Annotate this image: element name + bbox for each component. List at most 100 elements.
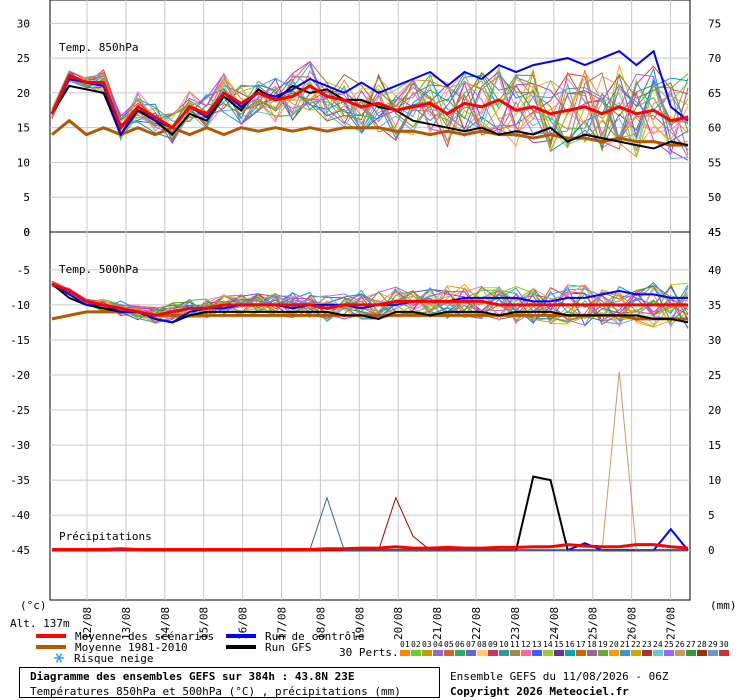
- perturbation-number: 21: [620, 640, 630, 649]
- legend-label: Run GFS: [265, 641, 311, 654]
- tick-right-500: 20: [708, 404, 721, 417]
- perturbation-number: 26: [675, 640, 685, 649]
- perturbation-swatch: [598, 650, 608, 656]
- perturbation-swatch: [400, 650, 410, 656]
- perturbation-number: 11: [510, 640, 520, 649]
- tick-left-500: -15: [10, 334, 30, 347]
- perturbation-swatch: [642, 650, 652, 656]
- perturbation-swatch: [631, 650, 641, 656]
- perturbation-number: 09: [488, 640, 498, 649]
- tick-left-850: 15: [17, 122, 30, 135]
- perturbation-swatch: [653, 650, 663, 656]
- perturbation-swatch: [477, 650, 487, 656]
- perturbation-swatch: [488, 650, 498, 656]
- tick-right-850: 55: [708, 156, 721, 169]
- perturbation-number: 16: [565, 640, 575, 649]
- tick-left-500: -20: [10, 369, 30, 382]
- perturbation-number: 19: [598, 640, 608, 649]
- perturbation-swatch: [444, 650, 454, 656]
- x-date-label: 23/08: [509, 607, 522, 640]
- tick-right-850: 60: [708, 122, 721, 135]
- tick-left-500: -10: [10, 299, 30, 312]
- ensemble-member-500: [51, 285, 689, 327]
- perturbation-number: 23: [642, 640, 652, 649]
- perts-label: 30 Perts.: [339, 646, 399, 659]
- tick-left-850: 0: [23, 226, 30, 239]
- perturbation-number: 01: [400, 640, 410, 649]
- legend-snow: Risque neige: [74, 652, 153, 665]
- perturbation-number: 02: [411, 640, 421, 649]
- series-control-850: [51, 49, 689, 137]
- perturbation-swatch: [543, 650, 553, 656]
- perturbation-number: 08: [477, 640, 487, 649]
- perturbation-number: 03: [422, 640, 432, 649]
- x-date-label: 21/08: [431, 607, 444, 640]
- gefs-ensemble-chart: 30252015105075706560555045-5-10-15-20-25…: [10, 0, 737, 665]
- tick-left-500: -35: [10, 474, 30, 487]
- panel-title-500: Temp. 500hPa: [59, 263, 138, 276]
- tick-left-850: 5: [23, 191, 30, 204]
- x-date-label: 26/08: [626, 607, 639, 640]
- perturbation-swatch: [664, 650, 674, 656]
- ensemble-member-850: [51, 63, 689, 140]
- perturbation-number: 04: [433, 640, 443, 649]
- x-date-label: 20/08: [392, 607, 405, 640]
- tick-left-500: -25: [10, 404, 30, 417]
- perturbation-swatch: [466, 650, 476, 656]
- altitude-label: Alt. 137m: [10, 617, 70, 630]
- series-gfs-850: [51, 84, 689, 150]
- tick-right-500: 15: [708, 439, 721, 452]
- x-date-label: 24/08: [548, 607, 561, 640]
- perturbation-swatch: [455, 650, 465, 656]
- perturbation-swatch: [587, 650, 597, 656]
- perturbation-number: 07: [466, 640, 476, 649]
- footer-box: [19, 667, 440, 698]
- footer-copyright: Copyright 2026 Meteociel.fr: [450, 685, 629, 698]
- perturbation-swatch: [609, 650, 619, 656]
- perturbation-swatch: [686, 650, 696, 656]
- tick-left-850: 25: [17, 52, 30, 65]
- series-control-500: [51, 283, 688, 324]
- x-date-label: 27/08: [665, 607, 678, 640]
- tick-right-850: 45: [708, 226, 721, 239]
- perturbation-swatch: [675, 650, 685, 656]
- footer-run: Ensemble GEFS du 11/08/2026 - 06Z: [450, 670, 669, 683]
- legend-label: Moyenne des scénarios: [75, 630, 214, 643]
- perturbation-number: 18: [587, 640, 597, 649]
- x-date-label: 12/08: [81, 607, 94, 640]
- tick-right-500: 40: [708, 264, 721, 277]
- perturbation-number: 05: [444, 640, 454, 649]
- x-date-label: 19/08: [353, 607, 366, 640]
- perturbation-swatch: [708, 650, 718, 656]
- perturbation-number: 14: [543, 640, 553, 649]
- x-date-label: 18/08: [314, 607, 327, 640]
- perturbation-number: 22: [631, 640, 641, 649]
- footer-subtitle: Températures 850hPa et 500hPa (°C) , pré…: [30, 685, 401, 698]
- unit-left: (°c): [20, 599, 47, 612]
- series-climatology-850: [51, 118, 688, 147]
- perturbation-swatch: [510, 650, 520, 656]
- ensemble-member-850: [51, 71, 689, 158]
- unit-right: (mm): [710, 599, 737, 612]
- perturbation-swatch: [554, 650, 564, 656]
- perturbation-number: 17: [576, 640, 586, 649]
- tick-left-850: 30: [17, 17, 30, 30]
- tick-right-500: 35: [708, 299, 721, 312]
- tick-right-500: 0: [708, 544, 715, 557]
- perturbation-number: 06: [455, 640, 465, 649]
- tick-left-500: -40: [10, 509, 30, 522]
- perturbation-number: 28: [697, 640, 707, 649]
- perturbation-number: 25: [664, 640, 674, 649]
- perturbation-number: 20: [609, 640, 619, 649]
- perturbation-number: 10: [499, 640, 509, 649]
- legend-label: Run de contrôle: [265, 630, 364, 643]
- perturbation-swatch: [411, 650, 421, 656]
- x-date-label: 22/08: [470, 607, 483, 640]
- legend-label: Moyenne 1981-2010: [75, 641, 188, 654]
- tick-right-top: 45: [708, 226, 721, 239]
- tick-right-850: 70: [708, 52, 721, 65]
- perturbation-swatch: [576, 650, 586, 656]
- x-date-label: 14/08: [159, 607, 172, 640]
- perturbation-number: 29: [708, 640, 718, 649]
- perturbation-swatch: [521, 650, 531, 656]
